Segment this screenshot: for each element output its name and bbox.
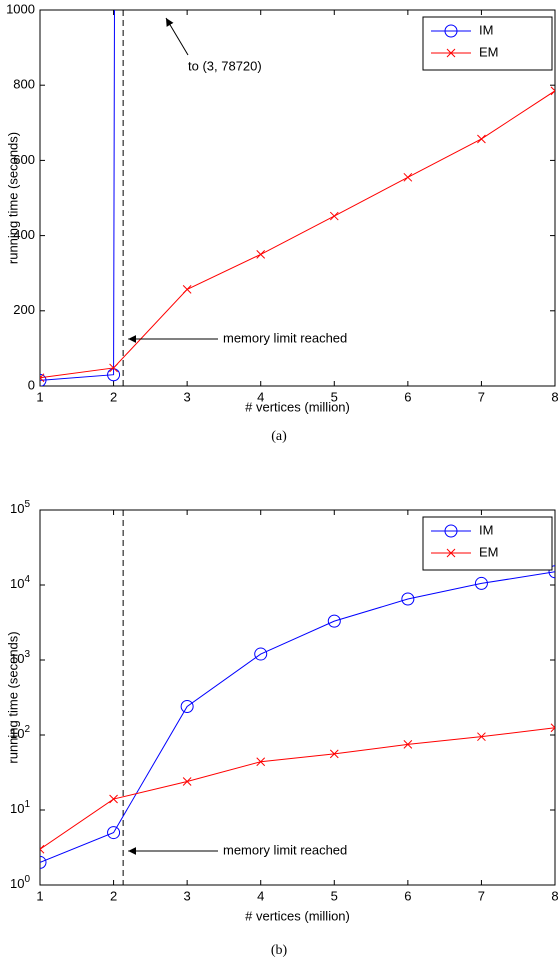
- legend-marker: [446, 48, 456, 58]
- point: [109, 794, 118, 804]
- point: [550, 86, 555, 96]
- y-tick-exponent: 1: [24, 799, 30, 810]
- series-line: [40, 90, 555, 379]
- legend-marker: [444, 524, 458, 538]
- x-axis-label: # vertices (million): [245, 399, 350, 414]
- annotation: memory limit reached: [223, 330, 347, 345]
- x-tick-label: 2: [110, 888, 117, 903]
- y-tick-label: 100: [10, 874, 30, 892]
- y-tick-label: 101: [10, 799, 30, 817]
- y-tick-exponent: 5: [24, 499, 30, 510]
- x-tick-label: 4: [257, 389, 264, 404]
- y-tick-base: 10: [10, 726, 24, 741]
- x-tick-label: 3: [184, 389, 191, 404]
- x-tick-label: 3: [184, 888, 191, 903]
- legend-box: [422, 16, 553, 71]
- y-tick-label: 400: [13, 227, 35, 242]
- point: [40, 373, 45, 383]
- y-tick-exponent: 0: [24, 874, 30, 885]
- legend-label: IM: [479, 22, 493, 37]
- caption: (a): [271, 429, 287, 444]
- series: [40, 10, 121, 386]
- y-axis-label: running time (seconds): [5, 132, 20, 264]
- series: [40, 565, 555, 869]
- x-tick-label: 8: [551, 888, 558, 903]
- x-tick-label: 1: [36, 389, 43, 404]
- point: [254, 647, 268, 661]
- point: [548, 565, 555, 579]
- point: [40, 844, 45, 854]
- series-line: [40, 10, 115, 381]
- y-tick-base: 10: [10, 576, 24, 591]
- x-tick-label: 8: [551, 389, 558, 404]
- annotation: to (3, 78720): [188, 58, 262, 73]
- x-tick-label: 5: [331, 888, 338, 903]
- x-tick-label: 1: [36, 888, 43, 903]
- point: [182, 777, 192, 786]
- y-tick-label: 0: [28, 377, 35, 392]
- legend-marker: [444, 24, 458, 38]
- y-tick-base: 10: [10, 651, 24, 666]
- y-tick-exponent: 2: [24, 724, 30, 735]
- point: [180, 699, 194, 713]
- y-tick-label: 105: [10, 499, 30, 517]
- series-line: [40, 571, 555, 863]
- x-tick-label: 5: [331, 389, 338, 404]
- y-tick-label: 200: [13, 302, 35, 317]
- x-tick-label: 6: [404, 888, 411, 903]
- point: [40, 855, 47, 869]
- point: [256, 757, 266, 767]
- point: [327, 614, 341, 628]
- point: [329, 211, 339, 221]
- legend-marker: [446, 548, 456, 558]
- x-tick-label: 6: [404, 389, 411, 404]
- point: [550, 723, 555, 733]
- point: [40, 373, 47, 386]
- legend-box: [422, 516, 553, 571]
- y-tick-label: 1000: [6, 1, 35, 16]
- x-tick-label: 7: [478, 389, 485, 404]
- x-tick-label: 7: [478, 888, 485, 903]
- annotation: memory limit reached: [223, 842, 347, 857]
- point: [401, 592, 415, 606]
- caption: (b): [271, 943, 288, 958]
- point: [109, 363, 118, 373]
- y-tick-base: 10: [10, 501, 24, 516]
- y-tick-label: 800: [13, 77, 35, 92]
- y-tick-exponent: 4: [24, 574, 30, 585]
- point: [403, 740, 413, 749]
- point: [477, 732, 486, 742]
- point: [256, 250, 266, 259]
- annotation-arrow: [165, 17, 189, 56]
- x-axis-label: # vertices (million): [245, 908, 350, 923]
- y-tick-label: 600: [13, 152, 35, 167]
- y-axis-label: running time (seconds): [5, 631, 20, 763]
- x-tick-label: 4: [257, 888, 264, 903]
- series-line: [40, 727, 555, 850]
- series: [40, 86, 555, 383]
- series: [40, 723, 555, 854]
- point: [329, 749, 339, 759]
- y-tick-base: 10: [10, 801, 24, 816]
- plot-frame: [39, 509, 556, 886]
- legend-label: EM: [479, 544, 499, 559]
- point: [107, 826, 121, 840]
- legend-label: IM: [479, 522, 493, 537]
- point: [107, 368, 121, 382]
- x-tick-label: 2: [110, 389, 117, 404]
- point: [474, 576, 488, 590]
- y-tick-label: 103: [10, 649, 30, 667]
- y-tick-label: 104: [10, 574, 30, 592]
- point: [182, 285, 192, 294]
- point: [477, 134, 486, 144]
- legend-label: EM: [479, 44, 499, 59]
- y-tick-exponent: 3: [24, 649, 30, 660]
- y-tick-label: 102: [10, 724, 30, 742]
- y-tick-base: 10: [10, 876, 24, 891]
- point: [403, 172, 413, 182]
- plot-frame: [39, 9, 556, 387]
- chart-panel: 1 2 3 4 5 6 7 8 0 200 400 600 800 1000 # vertices (mil…: [5, 1, 558, 444]
